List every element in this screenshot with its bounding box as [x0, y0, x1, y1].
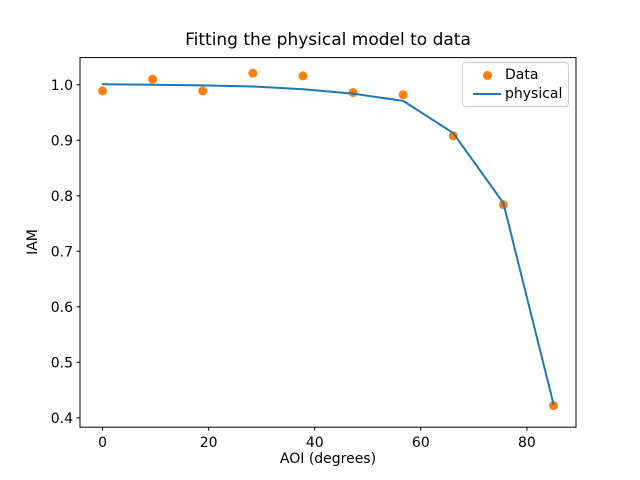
- legend-physical-label: physical: [505, 85, 563, 102]
- axes-spines: [79, 57, 577, 428]
- legend-entry-physical: physical: [469, 86, 562, 102]
- data-point: [148, 74, 158, 84]
- y-tick-label: 0.4: [51, 411, 73, 427]
- chart-title: Fitting the physical model to data: [185, 30, 471, 50]
- y-tick-label: 0.7: [51, 244, 73, 260]
- x-tick-label: 60: [412, 435, 430, 451]
- x-tick-label: 0: [98, 435, 107, 451]
- data-point: [248, 68, 258, 78]
- legend: Data physical: [462, 62, 569, 107]
- data-point: [398, 90, 408, 100]
- x-axis-label: AOI (degrees): [279, 451, 377, 467]
- y-tick-label: 0.5: [51, 355, 73, 371]
- legend-data-marker-cell: [469, 70, 505, 80]
- legend-data-label: Data: [505, 67, 539, 84]
- legend-entry-data: Data: [469, 67, 562, 83]
- legend-physical-marker-cell: [469, 92, 505, 95]
- data-point: [448, 131, 458, 141]
- data-point: [98, 86, 108, 96]
- x-tick-label: 20: [200, 435, 218, 451]
- y-tick-label: 0.9: [51, 133, 73, 149]
- y-tick-label: 0.6: [51, 300, 73, 316]
- x-tick-label: 40: [306, 435, 324, 451]
- y-tick-label: 0.8: [51, 189, 73, 205]
- x-tick-label: 80: [518, 435, 536, 451]
- line-marker-icon: [473, 92, 501, 95]
- data-point: [298, 71, 308, 81]
- data-marker-icon: [482, 70, 492, 80]
- y-tick-label: 1.0: [51, 78, 73, 94]
- data-point: [198, 86, 208, 96]
- physical-model-line: [101, 83, 555, 405]
- data-point: [548, 401, 558, 411]
